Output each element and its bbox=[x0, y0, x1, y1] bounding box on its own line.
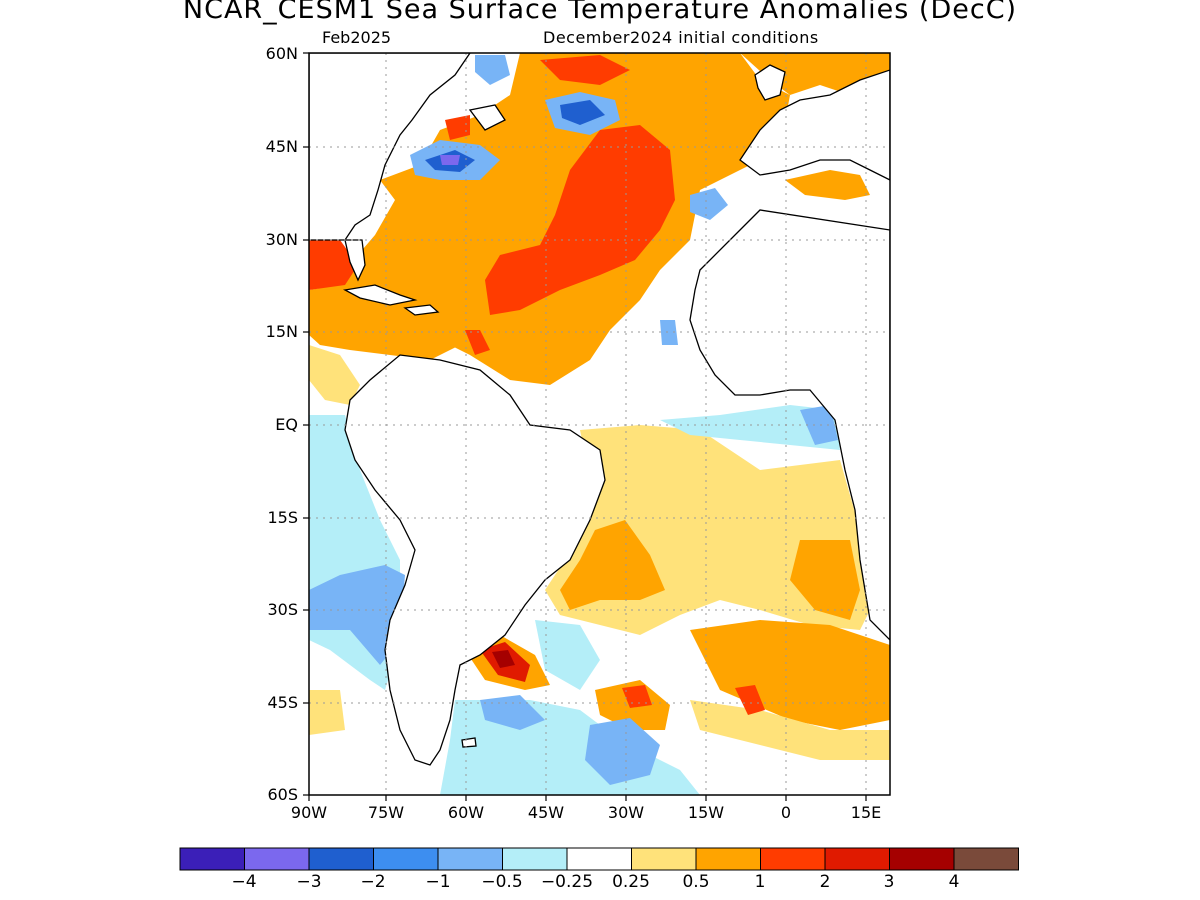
colorbar-swatch-10 bbox=[760, 847, 826, 871]
lon-label-15e: 15E bbox=[850, 803, 882, 822]
anomaly-iberia-blue bbox=[690, 188, 728, 220]
colorbar-swatch-5 bbox=[437, 847, 503, 871]
south-america-land bbox=[344, 354, 606, 766]
anomaly-pacific-yellow bbox=[309, 690, 345, 735]
colorbar-label-3: −2 bbox=[360, 872, 386, 892]
lat-label-15n: 15N bbox=[265, 322, 298, 341]
grid-lines bbox=[309, 53, 890, 795]
plot-frame bbox=[308, 52, 891, 796]
uk-land bbox=[754, 64, 786, 101]
colorbar-swatch-8 bbox=[631, 847, 697, 871]
lon-label-15w: 15W bbox=[687, 803, 725, 822]
anomaly-south-atlantic-orange bbox=[560, 520, 665, 610]
colorbar-swatch-1 bbox=[179, 847, 245, 871]
colorbar-label-9: 1 bbox=[754, 872, 766, 892]
colorbar-label-8: 0.5 bbox=[682, 872, 710, 892]
lon-label-75w: 75W bbox=[367, 803, 405, 822]
colorbar-swatch-13 bbox=[953, 847, 1019, 871]
anomaly-guinea-lightblue bbox=[660, 405, 840, 450]
lat-label-45s: 45S bbox=[267, 693, 298, 712]
colorbar-label-2: −3 bbox=[296, 872, 322, 892]
anomaly-med-orange bbox=[785, 170, 870, 200]
lat-label-60n: 60N bbox=[265, 44, 298, 63]
lon-label-90w: 90W bbox=[290, 803, 328, 822]
tick-marks bbox=[303, 52, 867, 801]
colorbar-swatch-4 bbox=[373, 847, 439, 871]
lat-label-15s: 15S bbox=[267, 508, 298, 527]
europe-land bbox=[739, 69, 890, 181]
anomaly-labrador-red bbox=[540, 55, 630, 85]
newfoundland-land bbox=[468, 104, 506, 131]
anomaly-southeast-yellow bbox=[690, 700, 890, 760]
anomaly-labrador-blue bbox=[475, 55, 510, 85]
chart-title: NCAR_CESM1 Sea Surface Temperature Anoma… bbox=[182, 0, 1018, 25]
lat-label-30n: 30N bbox=[265, 230, 298, 249]
colorbar-swatch-12 bbox=[889, 847, 955, 871]
hispaniola-land bbox=[403, 304, 440, 316]
anomaly-canary-blue bbox=[660, 320, 678, 345]
africa-land bbox=[689, 209, 890, 641]
lon-label-0: 0 bbox=[780, 803, 792, 822]
anomaly-angola-orange bbox=[790, 540, 860, 620]
lat-label-60s: 60S bbox=[267, 785, 298, 804]
initial-conditions: December2024 initial conditions bbox=[543, 28, 819, 47]
anomaly-gulf-stream-red bbox=[445, 115, 470, 140]
colorbar-label-10: 2 bbox=[819, 872, 831, 892]
colorbar-label-11: 3 bbox=[883, 872, 895, 892]
anomaly-southeast-orange bbox=[690, 620, 890, 730]
anomaly-argentine-blue bbox=[480, 695, 545, 730]
anomaly-south-lightblue-2 bbox=[535, 620, 600, 690]
lon-label-45w: 45W bbox=[527, 803, 565, 822]
colorbar-label-4: −1 bbox=[425, 872, 451, 892]
colorbar-label-1: −4 bbox=[231, 872, 257, 892]
coastlines bbox=[309, 53, 890, 766]
colorbar-swatch-7 bbox=[566, 847, 632, 871]
anomaly-subpolar-core bbox=[560, 100, 605, 125]
anomaly-pacific-blue bbox=[309, 565, 405, 665]
colorbar-swatch-6 bbox=[502, 847, 568, 871]
lat-label-eq: EQ bbox=[275, 415, 298, 434]
lat-label-30s: 30S bbox=[267, 600, 298, 619]
anomaly-subtropical-red bbox=[485, 125, 675, 315]
lat-label-45n: 45N bbox=[265, 137, 298, 156]
colorbar-label-12: 4 bbox=[948, 872, 960, 892]
falklands-land bbox=[461, 737, 477, 748]
colorbar-swatch-9 bbox=[695, 847, 761, 871]
anomaly-antilles-red bbox=[465, 330, 490, 355]
anomaly-caribbean-orange bbox=[309, 285, 460, 360]
colorbar-swatch-2 bbox=[244, 847, 310, 871]
anomaly-gulf-of-maine-deep bbox=[440, 155, 460, 165]
anomaly-southern-blue bbox=[585, 718, 660, 785]
anomaly-brazil-malvinas-core bbox=[492, 650, 515, 668]
colorbar-label-7: 0.25 bbox=[612, 872, 650, 892]
colorbar bbox=[179, 847, 1019, 871]
colorbar-swatch-11 bbox=[824, 847, 890, 871]
anomaly-southeast-red bbox=[735, 685, 765, 715]
anomaly-south-central-red bbox=[622, 685, 652, 708]
forecast-month: Feb2025 bbox=[322, 28, 392, 47]
anomaly-pacific-north-yellow bbox=[309, 345, 360, 405]
lon-label-60w: 60W bbox=[447, 803, 485, 822]
lon-label-30w: 30W bbox=[607, 803, 645, 822]
colorbar-label-6: −0.25 bbox=[540, 872, 594, 892]
anomaly-guinea-blue bbox=[800, 405, 838, 445]
cuba-land bbox=[343, 284, 418, 306]
anomaly-field bbox=[309, 53, 890, 795]
colorbar-swatch-3 bbox=[308, 847, 374, 871]
anomaly-gulf-red bbox=[309, 240, 358, 290]
colorbar-label-5: −0.5 bbox=[481, 872, 523, 892]
